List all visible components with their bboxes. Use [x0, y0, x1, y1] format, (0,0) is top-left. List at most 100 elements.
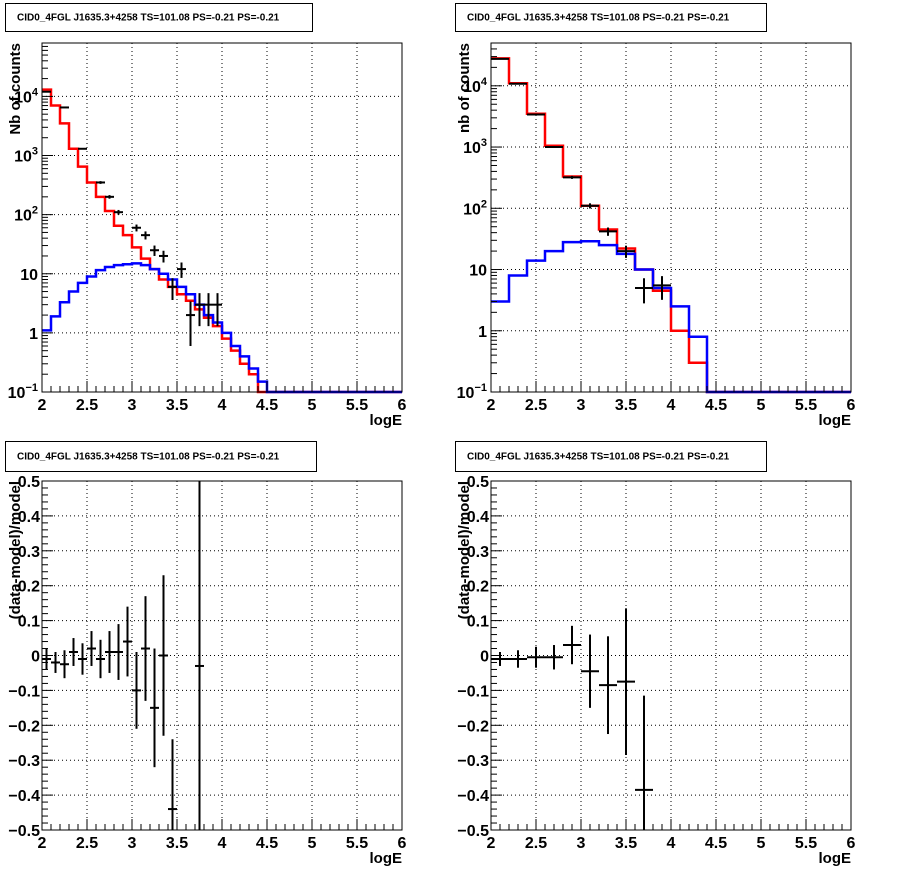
- x-tick-label: 4: [667, 397, 676, 414]
- y-tick-label: 0.5: [18, 474, 40, 491]
- x-tick-label: 3: [128, 835, 137, 852]
- data-point: [159, 575, 168, 736]
- y-tick-base: 10: [469, 263, 487, 280]
- y-tick-base: 1: [478, 324, 487, 341]
- data-point: [617, 245, 635, 258]
- data-point: [150, 245, 159, 256]
- y-tick-label: 103: [463, 137, 487, 157]
- data-point: [599, 636, 617, 735]
- x-tick-label: 5.5: [346, 397, 368, 414]
- data-point: [114, 624, 123, 680]
- y-tick-label: 0.2: [18, 579, 40, 596]
- y-tick-label: 102: [14, 205, 38, 225]
- y-axis-label: (data-model)/model: [7, 481, 24, 619]
- data-point: [195, 481, 204, 830]
- data-point: [78, 147, 87, 150]
- grid: [42, 481, 402, 830]
- chart-title: CID0_4FGL J1635.3+4258 TS=101.08 PS=-0.2…: [17, 13, 280, 24]
- y-tick-base: 10: [8, 385, 26, 402]
- data-point: [509, 82, 527, 85]
- data-point: [78, 643, 87, 675]
- data-point: [168, 739, 177, 830]
- data-point: [527, 113, 545, 116]
- x-axis-label: logE: [370, 850, 403, 867]
- data-point: [51, 652, 60, 673]
- x-axis-label: logE: [819, 850, 852, 867]
- y-tick-label: 0.4: [18, 509, 40, 526]
- data-point: [42, 648, 51, 670]
- y-tick-label: 10−1: [8, 382, 38, 402]
- y-tick-label: −0.4: [457, 788, 489, 805]
- x-tick-label: 3.5: [166, 835, 188, 852]
- x-tick-label: 5: [308, 835, 317, 852]
- y-tick-exponent: −1: [25, 382, 38, 394]
- data-point: [491, 652, 509, 666]
- chart-title: CID0_4FGL J1635.3+4258 TS=101.08 PS=-0.2…: [467, 13, 730, 24]
- y-tick-label: 102: [463, 198, 487, 218]
- y-tick-label: 0.3: [18, 544, 40, 561]
- x-tick-label: 3.5: [166, 397, 188, 414]
- data-point: [87, 631, 96, 666]
- x-axis-label: logE: [370, 412, 403, 429]
- y-tick-base: 10: [20, 267, 38, 284]
- y-tick-base: 1: [29, 326, 38, 343]
- x-tick-label: 2: [487, 397, 496, 414]
- y-tick-label: 10−1: [457, 382, 487, 402]
- y-tick-exponent: −1: [474, 382, 487, 394]
- x-tick-label: 6: [398, 397, 407, 414]
- data-point: [213, 293, 222, 327]
- x-tick-label: 5.5: [795, 397, 817, 414]
- y-tick-label: 103: [14, 146, 38, 166]
- x-tick-label: 3.5: [615, 397, 637, 414]
- data-point: [545, 645, 563, 670]
- y-tick-exponent: 4: [32, 86, 39, 98]
- y-tick-label: −0.3: [8, 753, 40, 770]
- data-point: [123, 606, 132, 677]
- x-tick-label: 3.5: [615, 835, 637, 852]
- y-tick-exponent: 2: [32, 205, 38, 217]
- data-point: [69, 638, 78, 666]
- x-tick-label: 2.5: [76, 397, 98, 414]
- y-tick-label: 0.4: [467, 509, 489, 526]
- data-point: [60, 106, 69, 109]
- y-tick-label: −0.2: [8, 718, 40, 735]
- data-point: [653, 276, 671, 300]
- y-tick-label: 10: [20, 267, 38, 284]
- x-tick-label: 2.5: [76, 835, 98, 852]
- y-tick-label: 10: [469, 263, 487, 280]
- data-point: [114, 209, 123, 215]
- data-point: [105, 631, 114, 673]
- y-tick-label: 0.1: [18, 614, 40, 631]
- y-tick-label: −0.1: [457, 683, 489, 700]
- chart-pad-2: CID0_4FGL J1635.3+4258 TS=101.08 PS=-0.2…: [455, 3, 856, 429]
- data-point: [545, 146, 563, 149]
- y-tick-label: −0.4: [8, 788, 40, 805]
- data-point: [96, 639, 105, 679]
- x-tick-label: 4: [667, 835, 676, 852]
- x-tick-label: 4.5: [256, 835, 278, 852]
- data-point: [599, 227, 617, 236]
- x-tick-label: 6: [847, 835, 856, 852]
- y-axis: −0.5 −0.4 −0.3 −0.2 −0.1 0 0.1 0.2 0.3 0.4 0.5(dat…: [456, 474, 502, 840]
- data-point: [581, 203, 599, 209]
- x-tick-label: 4: [218, 397, 227, 414]
- data-point: [204, 293, 213, 327]
- y-tick-label: −0.1: [8, 683, 40, 700]
- y-tick-label: −0.5: [8, 823, 40, 840]
- data-point: [141, 596, 150, 701]
- y-tick-label: 0.1: [467, 614, 489, 631]
- chart-title-box: [5, 3, 313, 32]
- y-tick-exponent: 3: [32, 146, 38, 158]
- x-tick-label: 6: [398, 835, 407, 852]
- y-axis-label: Nb of counts: [7, 43, 24, 135]
- y-axis-label: nb of counts: [456, 43, 473, 133]
- x-tick-label: 3: [577, 397, 586, 414]
- y-tick-exponent: 3: [481, 137, 487, 149]
- x-tick-label: 4.5: [705, 835, 727, 852]
